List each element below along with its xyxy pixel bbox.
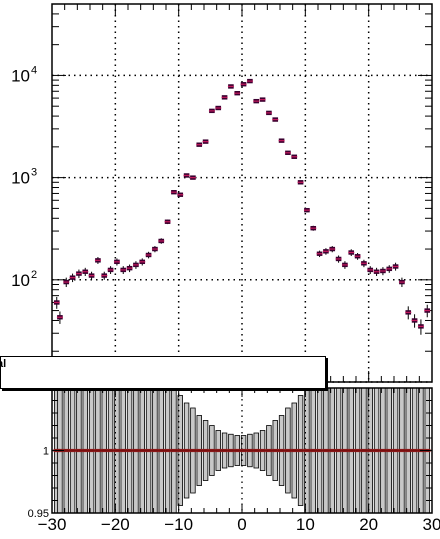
- legend-box: al: [0, 356, 326, 389]
- legend-label: al: [0, 358, 7, 370]
- ratio-x-tick-label: 10: [296, 515, 315, 534]
- ratio-series: [52, 448, 432, 453]
- main-y-tick-exponent: 2: [31, 269, 37, 281]
- ratio-x-tick-label: −10: [164, 515, 193, 534]
- ratio-y-tick-label: 1: [43, 446, 49, 458]
- main-panel: 104103102101: [11, 3, 433, 392]
- ratio-y-tick-label: 0.95: [28, 508, 49, 520]
- ratio-x-tick-label: −20: [101, 515, 130, 534]
- main-y-tick-exponent: 3: [31, 167, 37, 179]
- ratio-x-tick-label: 20: [359, 515, 378, 534]
- main-y-tick-exponent: 4: [31, 64, 37, 76]
- main-y-tick-label: 10: [11, 66, 30, 85]
- ratio-x-tick-label: −30: [38, 515, 67, 534]
- main-series: [53, 78, 431, 335]
- ratio-panel: 1 0.95−30 −20 −10 0 10 20 30: [28, 387, 440, 534]
- ratio-x-tick-label: 0: [237, 515, 246, 534]
- main-y-tick-label: 10: [11, 169, 30, 188]
- main-y-tick-label: 10: [11, 271, 30, 290]
- ratio-x-tick-label: 30: [423, 515, 440, 534]
